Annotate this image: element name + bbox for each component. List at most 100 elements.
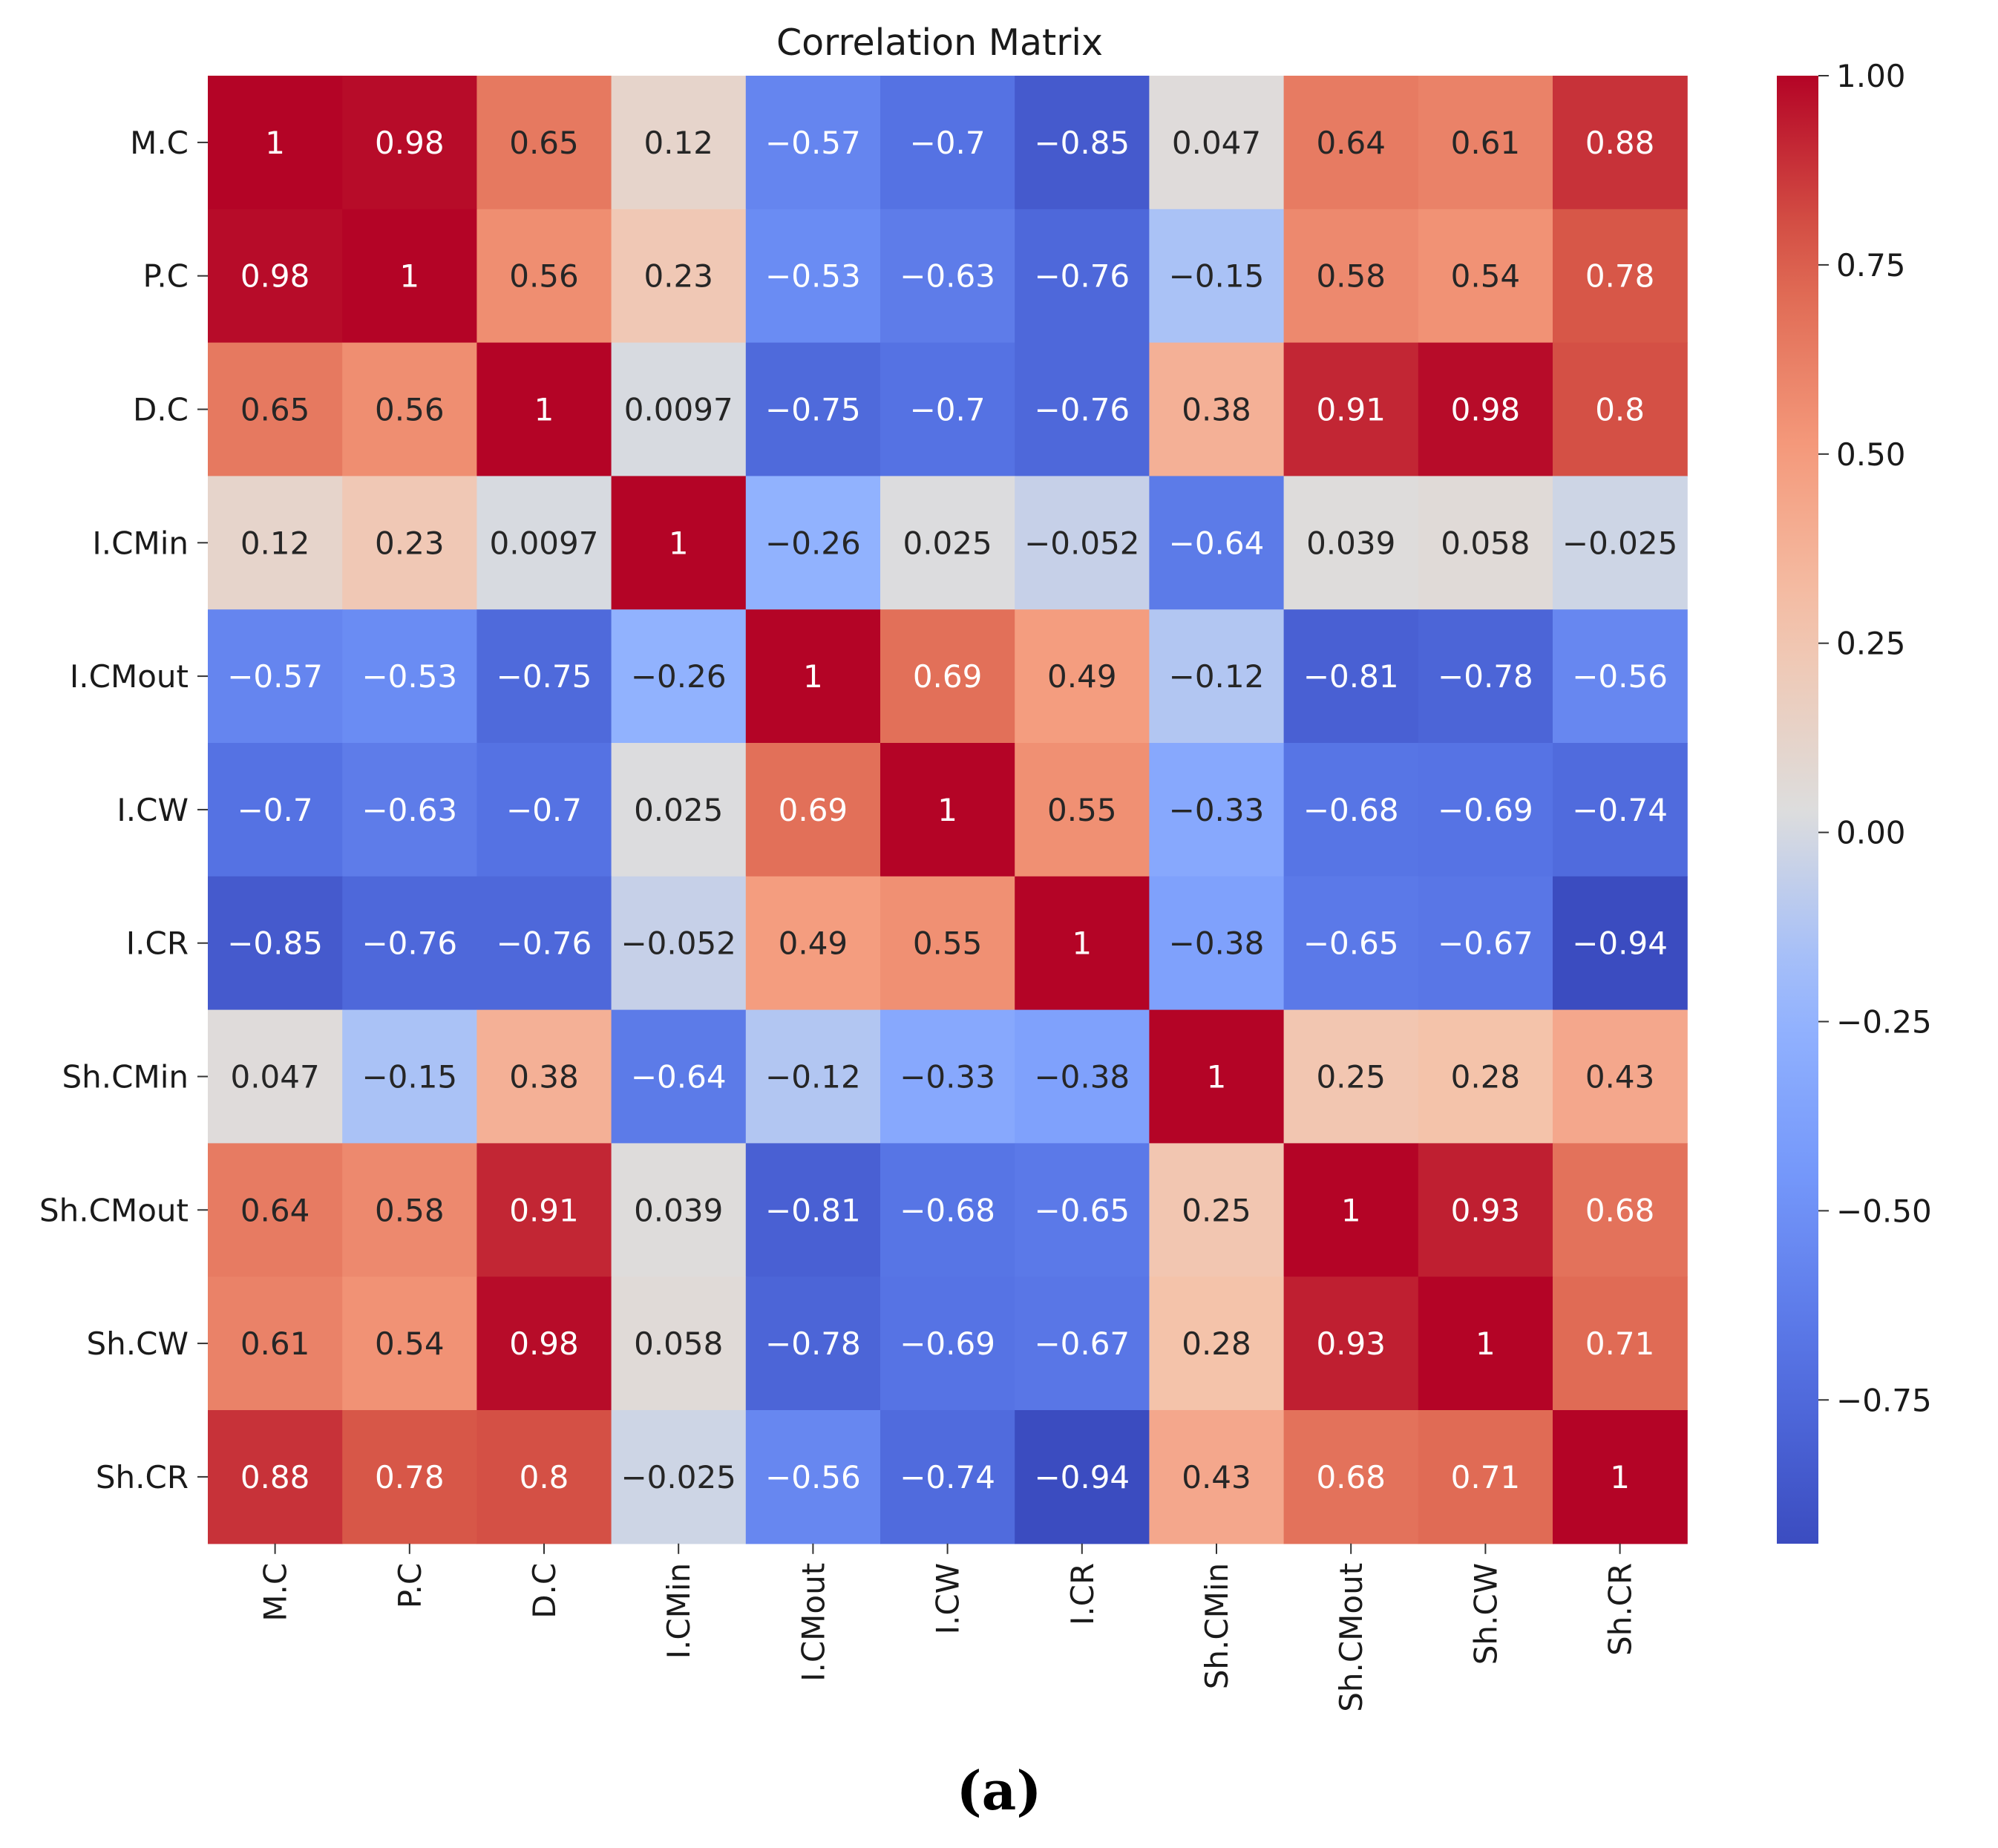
heatmap-cell-8-10: [1553, 1143, 1688, 1277]
heatmap-cell-1-1: [342, 209, 477, 344]
cell-value-label: −0.65: [1034, 1192, 1130, 1228]
cell-value-label: −0.68: [1303, 792, 1399, 828]
cell-value-label: 0.55: [1047, 792, 1117, 828]
cell-value-label: −0.57: [765, 125, 861, 161]
cell-value-label: −0.53: [765, 258, 861, 295]
cell-value-label: −0.94: [1572, 925, 1668, 962]
heatmap-cell-0-7: [1149, 76, 1285, 210]
heatmap-cell-9-1: [342, 1277, 477, 1411]
x-tick-label: Sh.CR: [1602, 1563, 1639, 1656]
heatmap-cell-6-10: [1553, 876, 1688, 1011]
cell-value-label: −0.025: [1562, 525, 1677, 561]
heatmap-cell-3-0: [208, 476, 343, 610]
cell-value-label: 0.88: [240, 1459, 310, 1495]
heatmap-cell-3-6: [1015, 476, 1150, 610]
colorbar: 1.00 0.75 0.50 0.25 0.00 −0.25 −0.50 −0.75: [1777, 58, 1932, 1544]
cell-value-label: 0.64: [1316, 125, 1386, 161]
heatmap-cell-4-4: [745, 609, 881, 744]
x-tick-label: Sh.CMout: [1333, 1563, 1369, 1712]
cell-value-label: −0.94: [1034, 1459, 1130, 1495]
cell-value-label: 1: [937, 792, 957, 828]
heatmap-cell-10-8: [1283, 1410, 1419, 1544]
x-tick-label: I.CW: [930, 1563, 966, 1635]
cell-value-label: −0.63: [361, 792, 457, 828]
cell-value-label: 0.058: [1441, 525, 1530, 561]
x-tick-label: Sh.CMin: [1199, 1563, 1235, 1689]
cell-value-label: 0.71: [1585, 1326, 1655, 1362]
y-tick-label: P.C: [143, 258, 189, 295]
heatmap-cell-1-5: [880, 209, 1015, 344]
cell-value-label: 0.93: [1316, 1326, 1386, 1362]
heatmap-cell-5-10: [1553, 743, 1688, 877]
cell-value-label: 0.38: [509, 1059, 579, 1095]
cell-value-label: −0.64: [1169, 525, 1265, 561]
cell-value-label: 0.49: [779, 925, 848, 962]
cell-value-label: −0.78: [765, 1326, 861, 1362]
cell-value-label: 0.025: [634, 792, 723, 828]
heatmap-cell-10-10: [1553, 1410, 1688, 1544]
cell-value-label: −0.26: [631, 658, 727, 695]
cell-value-label: 0.12: [643, 125, 713, 161]
cell-value-label: 0.68: [1585, 1192, 1655, 1228]
cell-value-label: 0.039: [634, 1192, 723, 1228]
heatmap-cell-9-0: [208, 1277, 343, 1411]
heatmap-cell-1-9: [1418, 209, 1553, 344]
heatmap-cell-7-4: [745, 1009, 881, 1144]
heatmap-cell-3-3: [611, 476, 747, 610]
cell-value-label: −0.7: [910, 392, 986, 428]
heatmap-cell-5-0: [208, 743, 343, 877]
cell-value-label: 0.12: [240, 525, 310, 561]
cell-value-label: 0.56: [509, 258, 579, 295]
cell-value-label: −0.052: [1024, 525, 1139, 561]
cell-value-label: −0.56: [1572, 658, 1668, 695]
cell-value-label: 0.8: [520, 1459, 569, 1495]
heatmap-cell-3-2: [476, 476, 612, 610]
cell-value-label: 0.68: [1316, 1459, 1386, 1495]
cell-value-label: −0.85: [1034, 125, 1130, 161]
heatmap-cell-8-2: [476, 1143, 612, 1277]
heatmap-cell-10-7: [1149, 1410, 1285, 1544]
cell-value-label: 0.058: [634, 1326, 723, 1362]
cell-value-label: 0.039: [1306, 525, 1395, 561]
heatmap-cell-7-2: [476, 1009, 612, 1144]
cell-value-label: 0.71: [1451, 1459, 1521, 1495]
cell-value-label: 1: [803, 658, 823, 695]
heatmap-cell-2-0: [208, 342, 343, 476]
x-tick-label: Sh.CW: [1467, 1563, 1504, 1665]
heatmap-cell-0-1: [342, 76, 477, 210]
cell-value-label: 1: [1207, 1059, 1227, 1095]
cell-value-label: −0.63: [900, 258, 995, 295]
y-tick-label: Sh.CMin: [62, 1059, 189, 1095]
colorbar-tick-label: 0.25: [1836, 626, 1906, 662]
heatmap-cell-1-6: [1015, 209, 1150, 344]
heatmap-cell-9-6: [1015, 1277, 1150, 1411]
heatmap-cell-7-9: [1418, 1009, 1553, 1144]
heatmap-cell-9-5: [880, 1277, 1015, 1411]
heatmap-cell-3-1: [342, 476, 477, 610]
cell-value-label: −0.69: [1438, 792, 1533, 828]
x-tick-label: M.C: [258, 1563, 294, 1622]
cell-value-label: 0.98: [240, 258, 310, 295]
cell-value-label: 0.98: [509, 1326, 579, 1362]
y-tick-label: D.C: [133, 392, 189, 428]
heatmap-cell-9-8: [1283, 1277, 1419, 1411]
cell-value-label: 0.61: [1451, 125, 1521, 161]
cell-value-label: 1: [265, 125, 285, 161]
cell-value-label: 1: [1475, 1326, 1496, 1362]
cell-value-label: −0.74: [900, 1459, 995, 1495]
heatmap-cell-5-1: [342, 743, 477, 877]
heatmap-cell-3-9: [1418, 476, 1553, 610]
cell-value-label: −0.12: [1169, 658, 1265, 695]
heatmap-cell-0-0: [208, 76, 343, 210]
cell-value-label: −0.85: [227, 925, 323, 962]
cell-value-label: −0.025: [620, 1459, 736, 1495]
heatmap-cell-0-3: [611, 76, 747, 210]
cell-value-label: 1: [1072, 925, 1092, 962]
cell-value-label: 0.047: [230, 1059, 319, 1095]
cell-value-label: 0.0097: [490, 525, 599, 561]
heatmap-cell-5-7: [1149, 743, 1285, 877]
x-tick-label: I.CMin: [661, 1563, 697, 1659]
heatmap-cell-4-6: [1015, 609, 1150, 744]
cell-value-label: −0.68: [900, 1192, 995, 1228]
heatmap-cell-0-2: [476, 76, 612, 210]
